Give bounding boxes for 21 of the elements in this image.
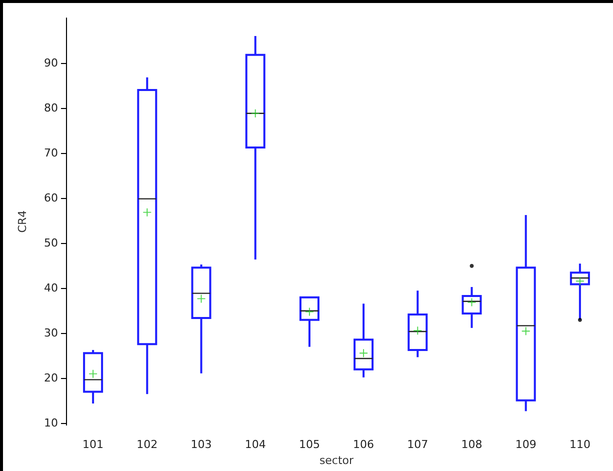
x-tick-label: 110	[569, 438, 590, 452]
x-axis-title: sector	[319, 454, 354, 467]
y-tick-label: 10	[44, 416, 58, 430]
x-tick-label: 103	[190, 438, 212, 452]
y-tick-label: 40	[44, 281, 58, 294]
y-tick-label: 60	[44, 191, 58, 204]
y-tick-label: 80	[44, 101, 58, 114]
x-tick-label: 107	[407, 438, 428, 452]
x-tick-label: 101	[82, 438, 104, 452]
x-tick-label: 106	[353, 438, 374, 452]
y-tick-label: 30	[44, 326, 58, 340]
y-axis-title: CR4	[16, 210, 29, 233]
y-tick-label: 90	[44, 56, 58, 70]
x-tick-label: 108	[461, 438, 482, 452]
x-tick-label: 104	[244, 438, 266, 452]
y-tick-label: 20	[44, 371, 58, 384]
x-tick-label: 102	[136, 438, 158, 452]
x-tick-label: 109	[515, 438, 536, 452]
y-tick-label: 50	[44, 236, 58, 250]
y-tick-label: 70	[44, 146, 58, 160]
x-tick-label: 105	[298, 438, 320, 452]
